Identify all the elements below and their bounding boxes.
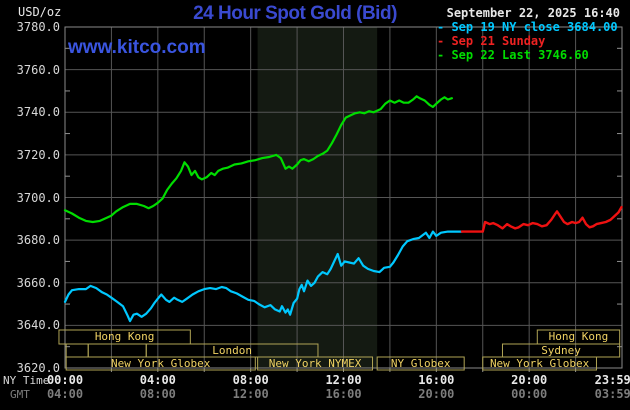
y-axis-tick-label: 3620.0	[16, 361, 60, 375]
session-label: New York NYMEX	[268, 358, 362, 370]
x-axis-ny-tick-label: 00:00	[46, 373, 84, 387]
session-label: Hong Kong	[94, 331, 155, 343]
y-axis-tick-label: 3780.0	[16, 20, 60, 34]
series-sep-19-ny-close	[63, 230, 463, 323]
session-label: London	[212, 345, 252, 357]
legend-entry: - Sep 22 Last 3746.60	[437, 48, 589, 62]
x-axis-ny-tick-label: 08:00	[232, 373, 269, 387]
session-label: New York Globex	[489, 358, 590, 370]
x-axis-gmt-tick-label: 20:00	[418, 387, 455, 401]
legend-entry: - Sep 21 Sunday	[437, 34, 546, 48]
session-box	[87, 343, 147, 358]
y-axis-tick-label: 3720.0	[16, 147, 60, 162]
plot-border	[64, 26, 623, 369]
y-axis-tick-label: 3640.0	[16, 318, 60, 333]
x-axis-ny-tick-label: 23:59	[594, 373, 630, 387]
page-title: 24 Hour Spot Gold (Bid)	[193, 3, 397, 24]
x-axis-gmt-tick-label: 03:59	[594, 387, 630, 401]
y-axis-tick-label: 3740.0	[16, 105, 60, 120]
session-label: Sydney	[541, 345, 581, 357]
y-axis-tick-label: 3680.0	[16, 233, 60, 248]
session-label: Hong Kong	[548, 331, 609, 343]
session-box	[65, 356, 256, 371]
session-box	[65, 343, 89, 358]
x-axis-ny-tick-label: 12:00	[325, 373, 362, 387]
x-axis-ny-tick-label: 16:00	[418, 373, 455, 387]
unit-label: USD/oz	[18, 5, 62, 19]
kitco-link[interactable]: www.kitco.com	[68, 37, 206, 58]
y-axis-tick-label: 3760.0	[16, 62, 60, 77]
legend-entry: - Sep 19 NY close 3684.00	[437, 20, 618, 34]
ny-time-axis-label: NY Time	[3, 374, 50, 387]
x-axis-ny-tick-label: 20:00	[511, 373, 548, 387]
x-axis-gmt-tick-label: 08:00	[139, 387, 176, 401]
x-axis-gmt-tick-label: 04:00	[46, 387, 84, 401]
gmt-axis-label: GMT	[10, 388, 30, 401]
session-box	[482, 356, 597, 371]
datetime-label: September 22, 2025 16:40	[446, 6, 620, 20]
x-axis-ny-tick-label: 04:00	[139, 373, 176, 387]
session-box	[376, 356, 465, 371]
x-axis-gmt-tick-label: 00:00	[511, 387, 548, 401]
x-axis-gmt-tick-label: 12:00	[232, 387, 269, 401]
session-label: New York Globex	[111, 358, 211, 370]
session-label: NY Globex	[390, 358, 451, 370]
legend: - Sep 19 NY close 3684.00- Sep 21 Sunday…	[437, 20, 618, 62]
series-sep-22-today-	[63, 95, 453, 224]
series-sep-21-sunday	[460, 205, 623, 233]
x-axis-gmt-tick-label: 16:00	[325, 387, 362, 401]
y-axis-tick-label: 3660.0	[16, 275, 60, 290]
session-box	[257, 356, 374, 371]
y-axis-tick-label: 3700.0	[16, 190, 60, 205]
